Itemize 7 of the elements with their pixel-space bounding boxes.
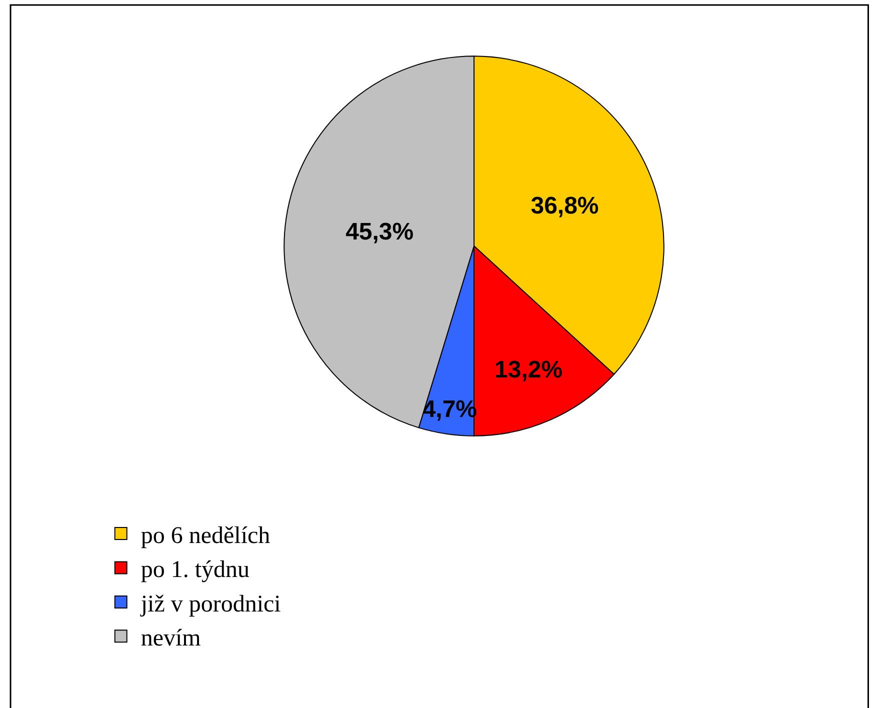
legend-label: nevím xyxy=(140,626,202,652)
legend-label: po 1. týdnu xyxy=(140,557,250,584)
data-label: 13,2% xyxy=(494,356,563,384)
legend-label: již v porodnici xyxy=(140,591,282,618)
data-label: 45,3% xyxy=(346,218,414,246)
legend-label: po 6 nedělích xyxy=(140,522,270,549)
data-label: 36,8% xyxy=(530,192,599,220)
